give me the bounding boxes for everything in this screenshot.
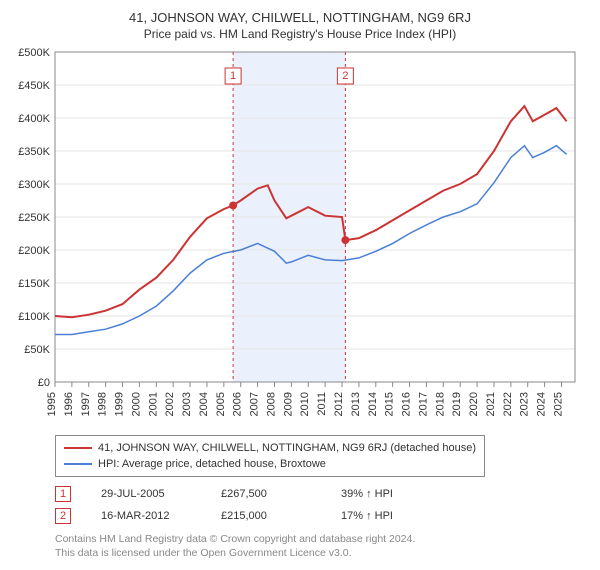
- legend-label: 41, JOHNSON WAY, CHILWELL, NOTTINGHAM, N…: [98, 442, 476, 454]
- svg-text:2023: 2023: [519, 392, 531, 416]
- svg-text:£50K: £50K: [24, 344, 50, 356]
- footer-line: This data is licensed under the Open Gov…: [55, 547, 590, 561]
- sale-date: 29-JUL-2005: [101, 488, 191, 500]
- svg-text:£450K: £450K: [18, 80, 50, 92]
- legend-label: HPI: Average price, detached house, Brox…: [98, 458, 326, 470]
- svg-text:2020: 2020: [468, 392, 480, 416]
- svg-text:£200K: £200K: [18, 245, 50, 257]
- svg-text:£250K: £250K: [18, 212, 50, 224]
- svg-text:1996: 1996: [63, 392, 75, 416]
- svg-text:2008: 2008: [265, 392, 277, 416]
- svg-text:£100K: £100K: [18, 311, 50, 323]
- price-chart: £0 £50K £100K £150K £200K £250K £300K £350K £400…: [10, 47, 590, 427]
- svg-text:£500K: £500K: [18, 47, 50, 59]
- svg-text:2019: 2019: [451, 392, 463, 416]
- svg-text:1998: 1998: [97, 392, 109, 416]
- svg-text:2021: 2021: [485, 392, 497, 416]
- footer-attribution: Contains HM Land Registry data © Crown c…: [55, 533, 590, 560]
- table-row: 1 29-JUL-2005 £267,500 39% ↑ HPI: [55, 483, 590, 505]
- footer-line: Contains HM Land Registry data © Crown c…: [55, 533, 590, 547]
- svg-text:2012: 2012: [333, 392, 345, 416]
- svg-text:2022: 2022: [502, 392, 514, 416]
- chart-title-block: 41, JOHNSON WAY, CHILWELL, NOTTINGHAM, N…: [10, 10, 590, 41]
- sale-price: £215,000: [221, 510, 311, 522]
- svg-text:1999: 1999: [114, 392, 126, 416]
- svg-text:2018: 2018: [434, 392, 446, 416]
- svg-text:£400K: £400K: [18, 113, 50, 125]
- legend-row-hpi: HPI: Average price, detached house, Brox…: [64, 456, 476, 472]
- table-row: 2 16-MAR-2012 £215,000 17% ↑ HPI: [55, 505, 590, 527]
- svg-text:2007: 2007: [249, 392, 261, 416]
- svg-text:2006: 2006: [232, 392, 244, 416]
- chart-subtitle: Price paid vs. HM Land Registry's House …: [10, 27, 590, 41]
- sale-price: £267,500: [221, 488, 311, 500]
- svg-text:2000: 2000: [130, 392, 142, 416]
- svg-text:2014: 2014: [367, 392, 379, 416]
- svg-text:1: 1: [230, 70, 236, 82]
- svg-text:£350K: £350K: [18, 146, 50, 158]
- sale-delta: 17% ↑ HPI: [341, 510, 431, 522]
- svg-text:2: 2: [342, 70, 348, 82]
- chart-legend: 41, JOHNSON WAY, CHILWELL, NOTTINGHAM, N…: [55, 435, 485, 477]
- svg-text:2015: 2015: [384, 392, 396, 416]
- svg-text:2017: 2017: [417, 392, 429, 416]
- legend-swatch-blue: [64, 463, 92, 465]
- svg-text:2025: 2025: [552, 392, 564, 416]
- sale-marker-1: 1: [55, 486, 71, 502]
- chart-title: 41, JOHNSON WAY, CHILWELL, NOTTINGHAM, N…: [10, 10, 590, 25]
- svg-text:£0: £0: [38, 377, 50, 389]
- svg-text:£150K: £150K: [18, 278, 50, 290]
- sale-delta: 39% ↑ HPI: [341, 488, 431, 500]
- svg-text:2004: 2004: [198, 392, 210, 416]
- svg-text:1997: 1997: [80, 392, 92, 416]
- svg-text:2013: 2013: [350, 392, 362, 416]
- sale-date: 16-MAR-2012: [101, 510, 191, 522]
- svg-text:2009: 2009: [282, 392, 294, 416]
- svg-text:1995: 1995: [46, 392, 58, 416]
- svg-text:2011: 2011: [316, 392, 328, 416]
- svg-text:2003: 2003: [181, 392, 193, 416]
- svg-text:2002: 2002: [164, 392, 176, 416]
- svg-text:2024: 2024: [536, 392, 548, 416]
- legend-row-price-paid: 41, JOHNSON WAY, CHILWELL, NOTTINGHAM, N…: [64, 440, 476, 456]
- legend-swatch-red: [64, 447, 92, 449]
- svg-text:2001: 2001: [147, 392, 159, 416]
- svg-text:2016: 2016: [401, 392, 413, 416]
- svg-text:2010: 2010: [299, 392, 311, 416]
- svg-text:2005: 2005: [215, 392, 227, 416]
- svg-text:£300K: £300K: [18, 179, 50, 191]
- sale-events-table: 1 29-JUL-2005 £267,500 39% ↑ HPI 2 16-MA…: [55, 483, 590, 527]
- sale-marker-2: 2: [55, 508, 71, 524]
